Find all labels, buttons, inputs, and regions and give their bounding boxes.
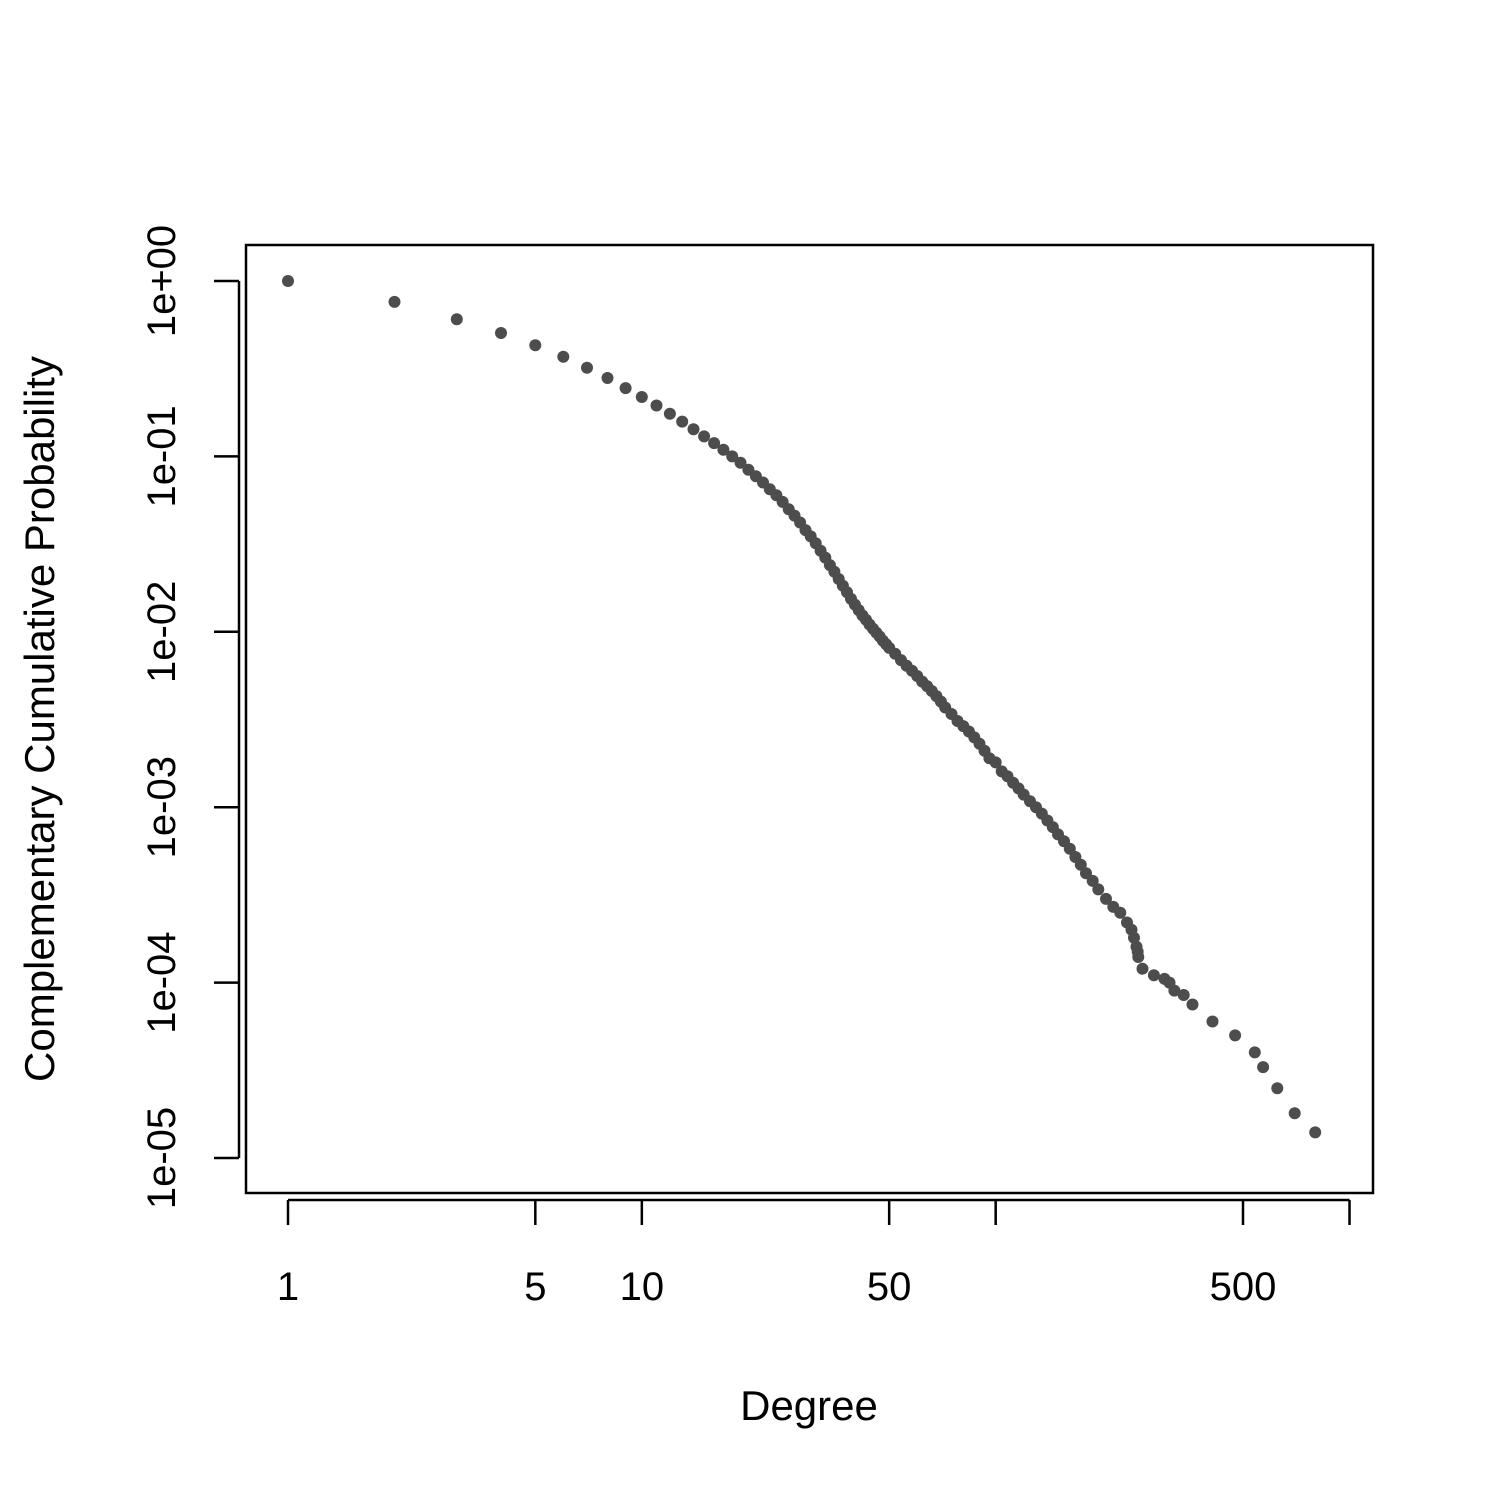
x-axis: 1 5 10 50 500 [277, 1198, 1351, 1309]
data-point [1186, 998, 1199, 1011]
data-point [708, 437, 721, 450]
data-point [388, 295, 401, 308]
data-point [1229, 1029, 1242, 1042]
data-point [601, 372, 614, 384]
data-point [698, 430, 711, 443]
x-tick-label: 500 [1210, 1265, 1277, 1309]
y-tick-label: 1e-02 [140, 581, 184, 683]
data-point [663, 407, 676, 420]
data-point [1206, 1015, 1219, 1028]
data-point [581, 361, 593, 374]
data-point [676, 415, 689, 428]
data-point [619, 382, 632, 395]
data-point [1074, 858, 1087, 871]
data-point [1177, 989, 1190, 1001]
data-point [1288, 1107, 1301, 1120]
data-point [282, 275, 294, 287]
data-point [1100, 892, 1112, 905]
data-point [1257, 1061, 1270, 1074]
y-tick-label: 1e+00 [140, 225, 184, 337]
data-point [1114, 906, 1127, 919]
x-tick-label: 10 [620, 1265, 665, 1309]
data-point [1147, 969, 1160, 982]
data-point [495, 327, 507, 339]
data-point [1168, 984, 1181, 997]
data-point [989, 756, 1002, 769]
x-tick-label: 50 [867, 1265, 912, 1309]
x-tick-label: 1 [277, 1265, 299, 1309]
data-point [650, 399, 663, 412]
y-axis: 1e+00 1e-01 1e-02 1e-03 1e-04 1e-05 [140, 225, 241, 1209]
data-point [726, 450, 739, 463]
data-point [1271, 1082, 1284, 1095]
y-tick-label: 1e-03 [140, 756, 184, 858]
data-point [1128, 931, 1140, 944]
y-axis-title: Complementary Cumulative Probability [16, 356, 63, 1082]
x-axis-title: Degree [740, 1382, 878, 1429]
data-point [687, 423, 700, 436]
data-point [1092, 883, 1105, 896]
data-point [1086, 874, 1099, 887]
data-point [635, 391, 648, 403]
y-tick-label: 1e-04 [140, 931, 184, 1033]
data-point [734, 456, 747, 469]
x-tick-label: 5 [524, 1265, 546, 1309]
data-point [1132, 951, 1145, 963]
data-point [557, 350, 570, 363]
data-point [1309, 1126, 1322, 1139]
plot-frame [244, 243, 1375, 1195]
data-point [1248, 1046, 1261, 1059]
y-tick-label: 1e-05 [140, 1107, 184, 1209]
y-tick-label: 1e-01 [140, 405, 184, 507]
data-point [1136, 962, 1149, 975]
data-points [282, 275, 1322, 1139]
data-point [717, 443, 730, 456]
data-point [529, 339, 542, 352]
data-point [450, 313, 463, 326]
